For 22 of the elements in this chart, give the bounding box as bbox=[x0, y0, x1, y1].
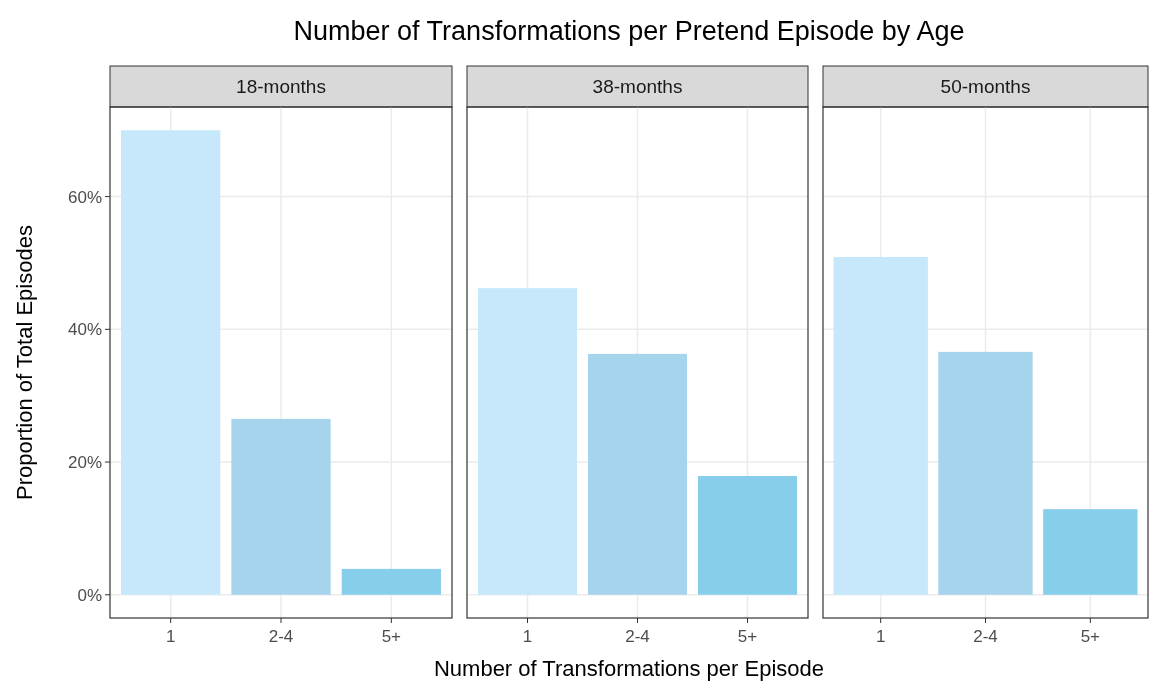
y-tick-label: 60% bbox=[67, 187, 102, 207]
y-tick-label: 20% bbox=[67, 453, 102, 472]
bar bbox=[231, 418, 331, 595]
bar bbox=[121, 130, 221, 595]
y-axis-title: Proportion of Total Episodes bbox=[12, 225, 37, 500]
x-tick-label: 1 bbox=[522, 627, 533, 646]
chart-subtitle: 50-months bbox=[940, 76, 1031, 98]
chart-subtitle: 38-months bbox=[592, 76, 683, 98]
y-tick-label: 0% bbox=[77, 585, 102, 605]
text: Number of Transformations per Pretend Episode by Age bbox=[293, 16, 965, 46]
x-tick-label: 2-4 bbox=[973, 627, 998, 646]
x-tick-label: 5+ bbox=[381, 627, 402, 646]
x-tick-label: 2-4 bbox=[268, 627, 294, 646]
x-axis-title: Number of Transformations per Episode bbox=[433, 656, 825, 681]
x-tick-label: 2-4 bbox=[625, 627, 650, 646]
chart-subtitle: 18-months bbox=[236, 76, 326, 98]
x-tick-label: 5+ bbox=[1080, 627, 1101, 646]
x-tick-label: 1 bbox=[165, 627, 176, 646]
x-tick-label: 5+ bbox=[737, 627, 758, 646]
bar bbox=[341, 568, 441, 595]
x-tick-label: 1 bbox=[875, 627, 886, 646]
y-tick-label: 40% bbox=[67, 320, 102, 340]
